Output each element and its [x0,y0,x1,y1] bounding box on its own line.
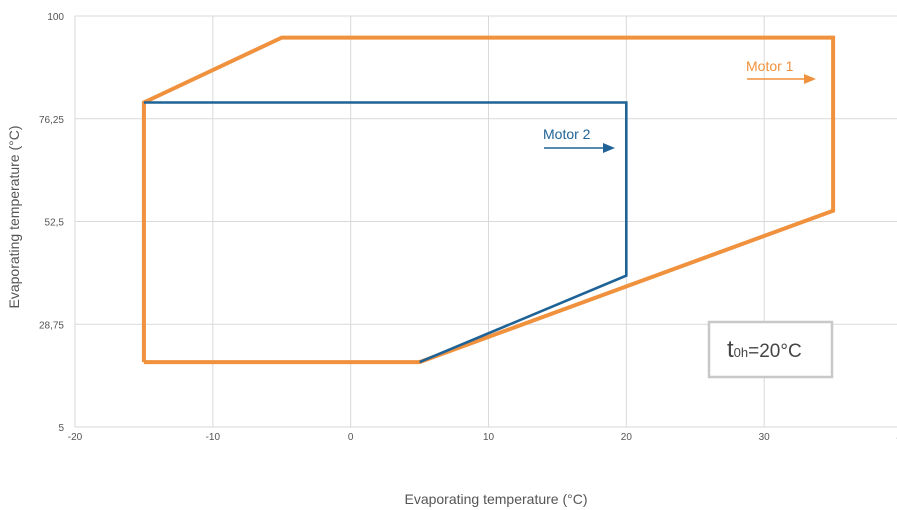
x-tick-label: 10 [483,432,495,443]
series-2-outline [143,101,628,364]
y-axis-title: Evaporating temperature (°C) [6,125,22,308]
annotation-frame [707,320,834,379]
y-tick-label: 76,25 [39,115,64,126]
legend-motor-1-arrowhead [804,74,816,84]
annotation-value: =20°C [748,341,802,362]
x-tick-label: 30 [759,432,771,443]
y-tick-label: 100 [47,12,64,23]
legend-motor-1-label: Motor 1 [746,58,794,74]
legend-motor-2-label: Motor 2 [543,126,591,142]
legend-motor-1: Motor 1 [746,58,816,84]
x-tick-label: -20 [68,432,83,443]
x-tick-label: 20 [621,432,633,443]
legend-motor-2: Motor 2 [543,126,615,153]
legend-motor-2-arrowhead [603,143,615,153]
annotation-subscript: 0h [734,345,748,360]
x-tick-label: 0 [348,432,354,443]
y-tick-label: 28,75 [39,320,64,331]
y-tick-label: 52,5 [45,218,65,229]
series-group [141,35,836,365]
x-tick-label: -10 [206,432,221,443]
y-tick-label: 5 [58,423,64,434]
annotation-text: t0h=20°C [727,336,802,363]
annotation-box: t0h=20°C [707,320,834,379]
annotation-t: t [727,336,734,363]
x-axis-title: Evaporating temperature (°C) [404,491,587,507]
